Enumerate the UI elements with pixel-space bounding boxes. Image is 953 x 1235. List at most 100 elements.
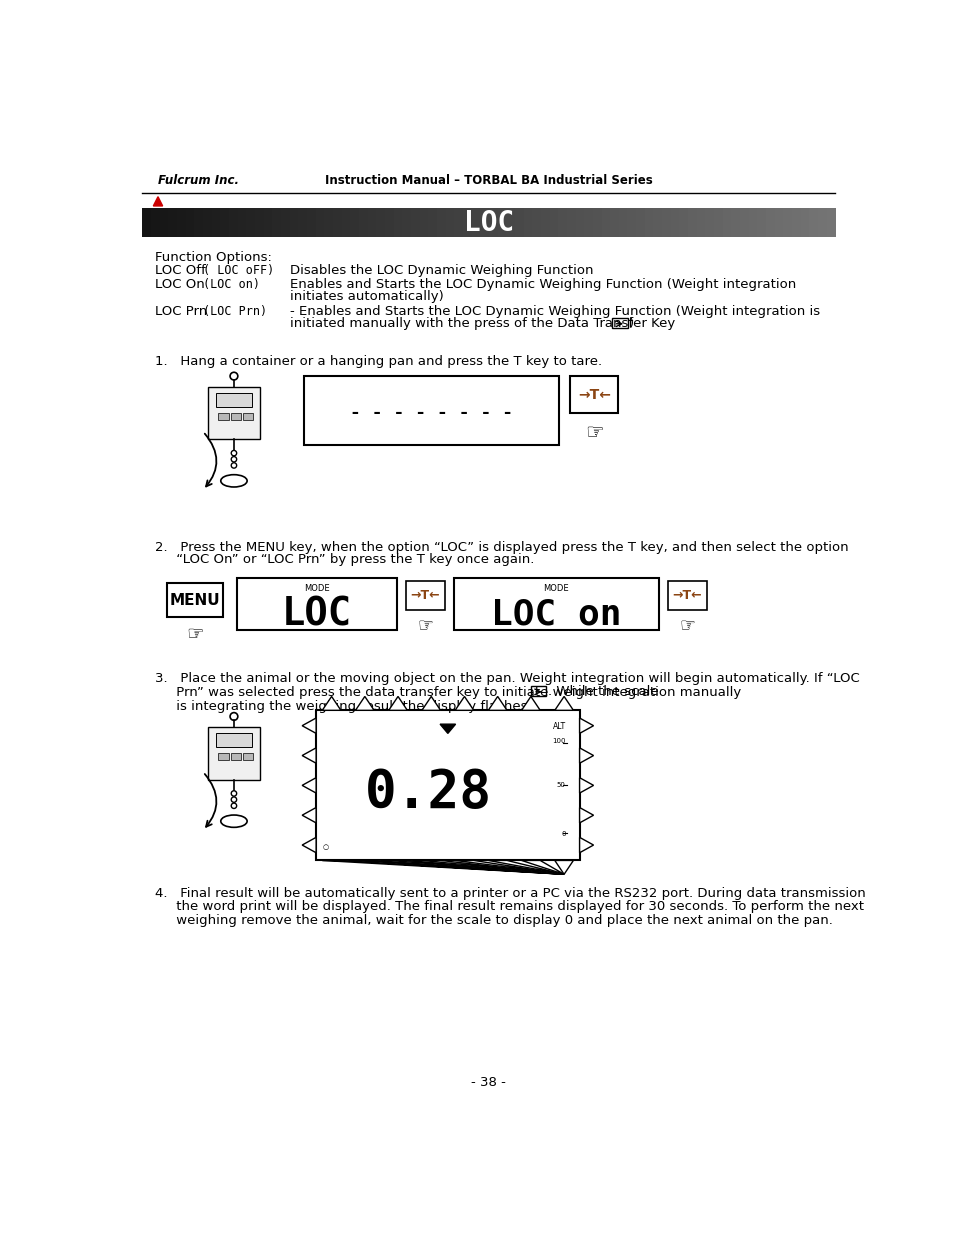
Text: (LOC on): (LOC on) bbox=[203, 278, 259, 290]
Polygon shape bbox=[355, 861, 563, 874]
Text: Disables the LOC Dynamic Weighing Function: Disables the LOC Dynamic Weighing Functi… bbox=[290, 264, 593, 278]
Bar bbox=[203, 209, 212, 237]
Text: - - - - - - - -: - - - - - - - - bbox=[350, 404, 513, 422]
Bar bbox=[307, 209, 315, 237]
Text: →T←: →T← bbox=[578, 388, 610, 401]
Bar bbox=[722, 209, 731, 237]
Polygon shape bbox=[555, 697, 573, 710]
Text: 3.   Place the animal or the moving object on the pan. Weight integration will b: 3. Place the animal or the moving object… bbox=[154, 672, 859, 684]
Circle shape bbox=[231, 457, 236, 462]
Ellipse shape bbox=[220, 815, 247, 827]
Bar bbox=[612, 319, 627, 329]
Polygon shape bbox=[302, 808, 315, 823]
Bar bbox=[636, 209, 644, 237]
Bar bbox=[826, 209, 835, 237]
Text: 50: 50 bbox=[557, 783, 565, 788]
Bar bbox=[281, 209, 290, 237]
Circle shape bbox=[231, 803, 236, 809]
Polygon shape bbox=[439, 724, 456, 734]
Text: 2.   Press the MENU key, when the option “LOC” is displayed press the T key, and: 2. Press the MENU key, when the option “… bbox=[154, 541, 847, 555]
Text: . While the scale: . While the scale bbox=[547, 685, 658, 698]
Bar bbox=[601, 209, 610, 237]
Bar bbox=[570, 377, 618, 412]
Bar bbox=[558, 209, 567, 237]
Bar bbox=[661, 209, 671, 237]
Bar bbox=[208, 387, 260, 440]
Bar bbox=[454, 209, 463, 237]
Bar bbox=[220, 209, 230, 237]
Polygon shape bbox=[421, 697, 440, 710]
Circle shape bbox=[231, 797, 236, 803]
Bar bbox=[160, 209, 169, 237]
Bar bbox=[583, 209, 593, 237]
Bar bbox=[696, 209, 705, 237]
Bar bbox=[714, 209, 722, 237]
Bar bbox=[757, 209, 765, 237]
Polygon shape bbox=[579, 718, 593, 734]
Bar bbox=[488, 209, 497, 237]
Bar bbox=[350, 209, 359, 237]
Bar bbox=[765, 209, 774, 237]
Bar bbox=[237, 209, 247, 237]
Bar bbox=[704, 209, 714, 237]
Bar bbox=[375, 209, 385, 237]
Bar bbox=[540, 209, 549, 237]
Bar bbox=[263, 209, 273, 237]
Bar bbox=[246, 209, 255, 237]
Bar bbox=[618, 209, 627, 237]
Bar bbox=[462, 209, 472, 237]
Bar bbox=[169, 209, 177, 237]
Bar bbox=[243, 412, 253, 420]
Bar bbox=[229, 209, 238, 237]
Ellipse shape bbox=[220, 474, 247, 487]
Circle shape bbox=[230, 372, 237, 380]
Bar bbox=[194, 209, 203, 237]
Text: 1.   Hang a container or a hanging pan and press the T key to tare.: 1. Hang a container or a hanging pan and… bbox=[154, 354, 601, 368]
Bar bbox=[315, 710, 579, 861]
Bar bbox=[610, 209, 618, 237]
Bar bbox=[367, 209, 376, 237]
Bar bbox=[800, 209, 809, 237]
Bar bbox=[808, 209, 818, 237]
Bar bbox=[497, 209, 506, 237]
Text: ): ) bbox=[629, 317, 634, 330]
Bar bbox=[406, 580, 444, 610]
Bar bbox=[167, 583, 223, 618]
Polygon shape bbox=[579, 778, 593, 793]
Bar bbox=[670, 209, 679, 237]
Polygon shape bbox=[388, 861, 563, 874]
Bar bbox=[791, 209, 801, 237]
Circle shape bbox=[231, 463, 236, 468]
Bar bbox=[290, 209, 298, 237]
Bar bbox=[231, 753, 241, 761]
Polygon shape bbox=[579, 837, 593, 852]
Text: is integrating the weighing result the display flashes.: is integrating the weighing result the d… bbox=[154, 699, 531, 713]
Text: LOC on: LOC on bbox=[491, 598, 621, 632]
Circle shape bbox=[230, 713, 237, 720]
Text: MENU: MENU bbox=[170, 593, 220, 608]
Polygon shape bbox=[579, 748, 593, 763]
Bar bbox=[273, 209, 281, 237]
Bar bbox=[212, 209, 220, 237]
Bar bbox=[740, 209, 748, 237]
Polygon shape bbox=[521, 697, 539, 710]
Bar bbox=[575, 209, 584, 237]
Polygon shape bbox=[521, 861, 563, 874]
Bar bbox=[687, 209, 697, 237]
Text: initiates automatically): initiates automatically) bbox=[290, 290, 443, 303]
Bar bbox=[358, 209, 368, 237]
Text: MODE: MODE bbox=[543, 584, 569, 593]
Bar bbox=[653, 209, 661, 237]
Text: →T←: →T← bbox=[672, 589, 701, 603]
Bar bbox=[186, 209, 194, 237]
Text: ☞: ☞ bbox=[679, 616, 695, 635]
Polygon shape bbox=[322, 861, 563, 874]
Bar bbox=[254, 209, 264, 237]
Bar bbox=[774, 209, 783, 237]
Bar bbox=[782, 209, 792, 237]
Polygon shape bbox=[579, 808, 593, 823]
Text: Enables and Starts the LOC Dynamic Weighing Function (Weight integration: Enables and Starts the LOC Dynamic Weigh… bbox=[290, 278, 795, 290]
Bar bbox=[532, 209, 540, 237]
Polygon shape bbox=[555, 861, 573, 874]
Text: →T←: →T← bbox=[410, 589, 439, 603]
